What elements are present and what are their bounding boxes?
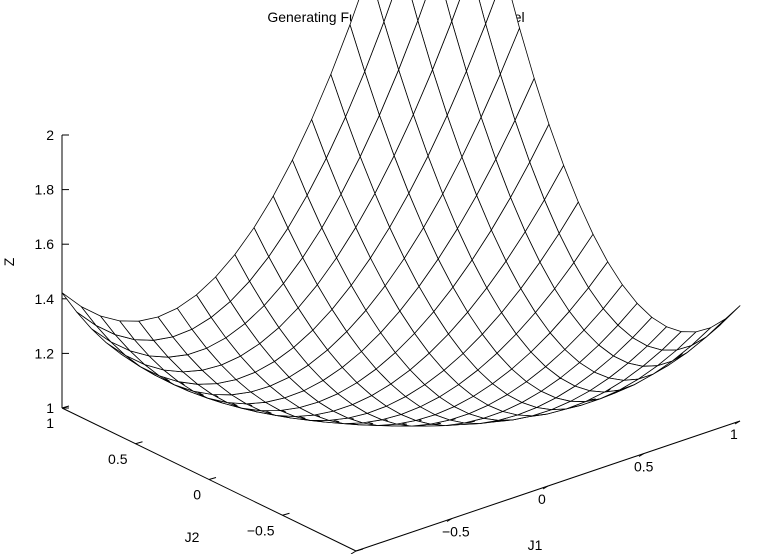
y-tick-mark [135, 441, 143, 445]
x-tick-mark [734, 420, 741, 425]
y-tick-mark [208, 477, 217, 480]
surface-patch [478, 0, 496, 25]
z-tick-label: 1.8 [35, 182, 55, 198]
x-tick-mark [542, 485, 549, 490]
z-tick-label: 1.4 [35, 291, 55, 307]
surface-patch [411, 0, 426, 22]
y-tick-label: 0 [193, 487, 201, 503]
axes [61, 134, 741, 554]
z-tick-label: 2 [46, 127, 54, 143]
y-tick-label: −0.5 [247, 522, 275, 538]
surface-mesh [61, 0, 741, 427]
z-tick-label: 1.2 [35, 345, 55, 361]
x-tick-mark [446, 518, 453, 522]
y-tick-label: 0.5 [108, 451, 128, 467]
y-tick-label: 1 [46, 415, 54, 431]
surface-patch [61, 292, 97, 326]
y-axis-label: J2 [185, 529, 200, 545]
x-axis-label: J1 [528, 537, 543, 553]
surface-patch [445, 0, 460, 22]
x-tick-label: 0.5 [634, 459, 654, 475]
y-tick-mark [282, 512, 290, 516]
surface-patch [377, 0, 393, 23]
x-tick-label: 1 [730, 426, 738, 442]
x-tick-mark [638, 453, 645, 457]
z-tick-label: 1.6 [35, 236, 55, 252]
z-axis-label: Z [1, 257, 17, 266]
z-tick-label: 1 [46, 400, 54, 416]
x-tick-label: 0 [538, 491, 546, 507]
x-tick-label: −0.5 [442, 524, 470, 540]
y-tick-mark [355, 548, 364, 552]
